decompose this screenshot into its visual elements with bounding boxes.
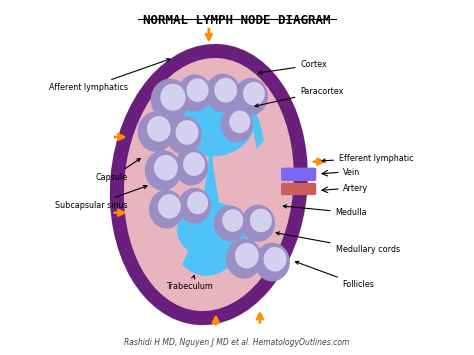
Ellipse shape	[170, 86, 255, 156]
Ellipse shape	[229, 110, 250, 133]
Text: Rashidi H MD, Nguyen J MD et al. HematologyOutlines.com: Rashidi H MD, Nguyen J MD et al. Hematol…	[124, 338, 350, 346]
Ellipse shape	[158, 194, 181, 219]
Ellipse shape	[234, 78, 268, 115]
Ellipse shape	[226, 238, 263, 279]
Ellipse shape	[241, 205, 275, 242]
Text: Trabeculum: Trabeculum	[166, 275, 213, 291]
Ellipse shape	[177, 202, 247, 258]
Ellipse shape	[183, 152, 205, 176]
Ellipse shape	[255, 243, 290, 282]
Ellipse shape	[235, 243, 259, 268]
Ellipse shape	[187, 191, 208, 214]
Ellipse shape	[151, 79, 190, 121]
Text: Capsule: Capsule	[96, 159, 140, 182]
Ellipse shape	[210, 66, 264, 275]
FancyBboxPatch shape	[281, 183, 316, 195]
Ellipse shape	[205, 73, 240, 112]
Ellipse shape	[110, 44, 308, 325]
Ellipse shape	[178, 74, 211, 111]
Ellipse shape	[175, 120, 199, 145]
Ellipse shape	[166, 116, 202, 155]
Ellipse shape	[250, 209, 272, 232]
Ellipse shape	[145, 150, 182, 191]
Ellipse shape	[264, 247, 286, 272]
Text: Paracortex: Paracortex	[255, 87, 344, 107]
Ellipse shape	[149, 190, 184, 229]
Ellipse shape	[157, 66, 211, 275]
Ellipse shape	[124, 58, 294, 311]
Ellipse shape	[251, 139, 293, 202]
Ellipse shape	[187, 78, 209, 102]
FancyBboxPatch shape	[281, 168, 316, 181]
Ellipse shape	[214, 206, 246, 241]
Ellipse shape	[147, 116, 171, 142]
Text: Vein: Vein	[343, 168, 360, 177]
Ellipse shape	[174, 148, 208, 186]
Ellipse shape	[179, 188, 211, 224]
Ellipse shape	[154, 155, 178, 180]
Ellipse shape	[222, 209, 243, 232]
Text: Medulla: Medulla	[283, 205, 367, 217]
Ellipse shape	[243, 82, 265, 105]
Ellipse shape	[159, 79, 265, 276]
Text: Efferent lymphatic: Efferent lymphatic	[322, 154, 414, 163]
Text: Subcapsular sinus: Subcapsular sinus	[55, 185, 147, 210]
Text: Cortex: Cortex	[259, 60, 327, 74]
Text: NORMAL LYMPH NODE DIAGRAM: NORMAL LYMPH NODE DIAGRAM	[143, 14, 331, 27]
Ellipse shape	[137, 111, 174, 152]
Text: Artery: Artery	[343, 184, 368, 193]
Ellipse shape	[221, 107, 253, 142]
Ellipse shape	[214, 78, 237, 103]
Ellipse shape	[160, 84, 185, 111]
Text: Follicles: Follicles	[295, 261, 374, 289]
Text: Medullary cords: Medullary cords	[276, 232, 400, 254]
Text: Afferent lymphatics: Afferent lymphatics	[49, 59, 170, 92]
